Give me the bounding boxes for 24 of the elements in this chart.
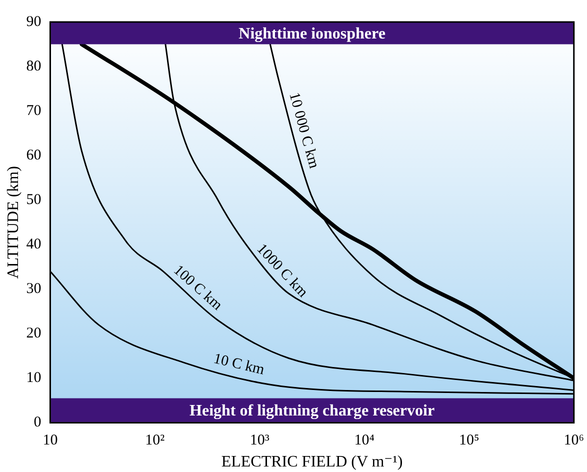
- text: 100 C km: [170, 262, 226, 314]
- y-tick-label: 50: [26, 192, 42, 208]
- y-tick-label: 80: [26, 58, 42, 74]
- text: 1000 C km: [253, 241, 311, 301]
- x-tick-label: 10⁴: [354, 432, 375, 449]
- text: 10 000 C km: [286, 90, 322, 171]
- x-tick-label: 10⁶: [564, 432, 584, 449]
- x-tick-label: 10³: [250, 432, 270, 449]
- y-tick-label: 20: [26, 326, 42, 342]
- y-tick-label: 60: [26, 148, 42, 164]
- y-tick-label: 10: [26, 370, 42, 386]
- x-axis-title: ELECTRIC FIELD (V m⁻¹): [221, 454, 403, 471]
- y-tick-label: 40: [26, 236, 42, 253]
- x-tick-label: 10: [42, 432, 58, 449]
- x-tick-label: 10⁵: [459, 432, 480, 449]
- text: 10 C km: [212, 350, 266, 378]
- y-tick-label: 90: [26, 14, 42, 30]
- band-label: Nighttime ionosphere: [238, 25, 386, 42]
- y-tick-label: 30: [26, 281, 42, 298]
- band-label: Height of lightning charge reservoir: [190, 402, 435, 420]
- x-tick-label: 10²: [145, 432, 166, 449]
- y-tick-label: 0: [34, 414, 42, 431]
- y-tick-label: 70: [26, 103, 42, 120]
- y-axis-title: ALTITUDE (km): [4, 166, 22, 279]
